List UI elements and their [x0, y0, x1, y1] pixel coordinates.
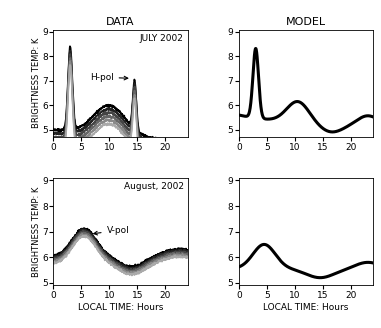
Text: August, 2002: August, 2002: [124, 182, 184, 191]
Text: JULY 2002: JULY 2002: [140, 34, 184, 43]
Title: MODEL: MODEL: [286, 17, 326, 27]
Title: DATA: DATA: [106, 17, 135, 27]
Y-axis label: BRIGHTNESS TEMP: K: BRIGHTNESS TEMP: K: [32, 186, 41, 277]
Text: V-pol: V-pol: [94, 226, 129, 235]
X-axis label: LOCAL TIME: Hours: LOCAL TIME: Hours: [263, 303, 349, 312]
X-axis label: LOCAL TIME: Hours: LOCAL TIME: Hours: [78, 303, 163, 312]
Y-axis label: BRIGHTNESS TEMP: K: BRIGHTNESS TEMP: K: [32, 38, 41, 129]
Text: H-pol: H-pol: [90, 73, 128, 82]
